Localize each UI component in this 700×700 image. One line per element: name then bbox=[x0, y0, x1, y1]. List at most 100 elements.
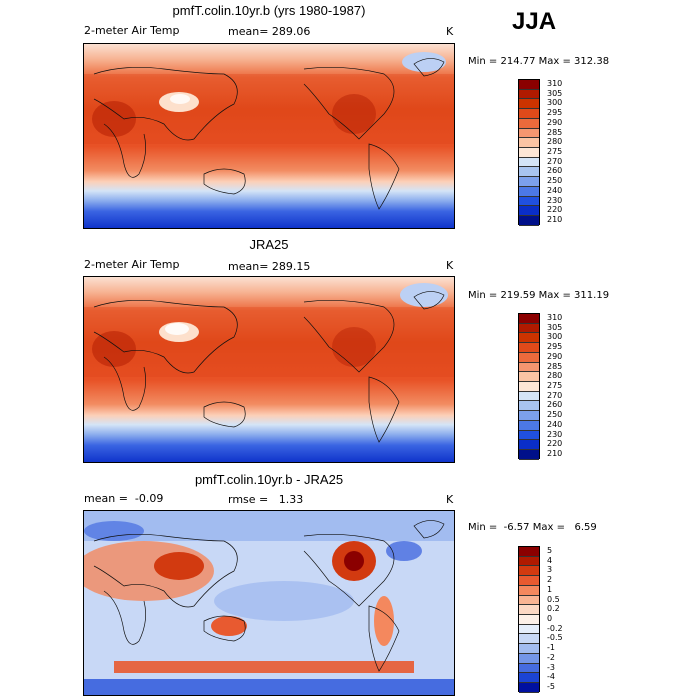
colorbar-swatch bbox=[519, 148, 539, 158]
panel2-variable-label: 2-meter Air Temp bbox=[84, 258, 180, 271]
colorbar-tick-label: 230 bbox=[547, 429, 563, 439]
colorbar-tick-label: 220 bbox=[547, 205, 563, 215]
colorbar-swatch bbox=[519, 89, 539, 100]
colorbar-swatch bbox=[519, 323, 539, 334]
colorbar-swatch bbox=[519, 673, 539, 684]
colorbar-swatch bbox=[519, 80, 539, 90]
panel2-map bbox=[83, 276, 455, 463]
colorbar-swatch bbox=[519, 118, 539, 129]
panel2-minmax: Min = 219.59 Max = 311.19 bbox=[468, 290, 610, 301]
colorbar-tick-label: 300 bbox=[547, 332, 563, 342]
colorbar-tick-label: 295 bbox=[547, 108, 563, 118]
colorbar-swatch bbox=[519, 644, 539, 654]
colorbar-tick-label: 0 bbox=[547, 614, 553, 623]
colorbar-swatch bbox=[519, 372, 539, 383]
colorbar-tick-label: -4 bbox=[547, 672, 555, 682]
colorbar-tick-label: 290 bbox=[547, 117, 563, 127]
panel3-mean-label: mean = -0.09 bbox=[84, 492, 164, 505]
colorbar-swatch bbox=[519, 683, 539, 693]
colorbar-tick-label: 0.2 bbox=[547, 604, 560, 614]
colorbar-tick-label: -1 bbox=[547, 643, 555, 653]
colorbar-swatch bbox=[519, 566, 539, 577]
colorbar-tick-label: 210 bbox=[547, 215, 563, 225]
colorbar-tick-label: 4 bbox=[547, 555, 553, 565]
panel2-unit: K bbox=[446, 259, 454, 272]
panel1-map-svg bbox=[84, 44, 454, 228]
colorbar-swatch bbox=[519, 547, 539, 557]
colorbar-swatch bbox=[519, 362, 539, 373]
colorbar-tick-label: 280 bbox=[547, 137, 563, 147]
panel3-minmax: Min = -6.57 Max = 6.59 bbox=[468, 522, 597, 533]
colorbar-tick-label: -3 bbox=[547, 662, 555, 672]
colorbar-swatch bbox=[519, 177, 539, 187]
colorbar-tick-label: 300 bbox=[547, 98, 563, 108]
colorbar-tick-label: 2 bbox=[547, 575, 553, 585]
colorbar-swatch bbox=[519, 109, 539, 119]
colorbar-swatch bbox=[519, 624, 539, 635]
colorbar-swatch bbox=[519, 167, 539, 178]
colorbar-swatch bbox=[519, 138, 539, 149]
panel2-map-svg bbox=[84, 277, 454, 462]
colorbar-swatch bbox=[519, 615, 539, 625]
colorbar-tick-label: 285 bbox=[547, 361, 563, 371]
colorbar-tick-label: -0.5 bbox=[547, 633, 563, 643]
colorbar-tick-label: -0.2 bbox=[547, 623, 563, 633]
colorbar-tick-label: 220 bbox=[547, 439, 563, 449]
colorbar-swatch bbox=[519, 128, 539, 139]
colorbar-tick-label: 230 bbox=[547, 195, 563, 205]
colorbar-swatch bbox=[519, 382, 539, 392]
panel1-minmax: Min = 214.77 Max = 312.38 bbox=[468, 56, 610, 67]
colorbar-swatch bbox=[519, 401, 539, 412]
colorbar-tick-label: 305 bbox=[547, 88, 563, 98]
colorbar-tick-label: 305 bbox=[547, 322, 563, 332]
colorbar-tick-label: 280 bbox=[547, 371, 563, 381]
colorbar-tick-label: 0.5 bbox=[547, 594, 560, 604]
colorbar-swatch bbox=[519, 99, 539, 110]
colorbar-tick-label: 210 bbox=[547, 449, 563, 459]
colorbar-swatch bbox=[519, 576, 539, 586]
colorbar-swatch bbox=[519, 420, 539, 431]
colorbar-swatch bbox=[519, 352, 539, 363]
panel3-map bbox=[83, 510, 455, 696]
colorbar-tick-label: 270 bbox=[547, 156, 563, 166]
panel3-title: pmfT.colin.10yr.b - JRA25 bbox=[194, 472, 344, 487]
colorbar-tick-label: 240 bbox=[547, 419, 563, 429]
colorbar-swatch bbox=[519, 556, 539, 567]
colorbar-swatch bbox=[519, 634, 539, 645]
colorbar-tick-label: 275 bbox=[547, 147, 563, 156]
colorbar-tick-label: -2 bbox=[547, 652, 555, 662]
colorbar-swatch bbox=[519, 653, 539, 664]
panel2-mean-label: mean= 289.15 bbox=[228, 260, 311, 273]
colorbar-swatch bbox=[519, 333, 539, 344]
colorbar-tick-label: 310 bbox=[547, 78, 563, 88]
colorbar-swatch bbox=[519, 157, 539, 168]
colorbar-tick-label: 250 bbox=[547, 176, 563, 186]
colorbar-tick-label: 295 bbox=[547, 342, 563, 352]
colorbar-tick-label: 250 bbox=[547, 410, 563, 420]
panel1-colorbar bbox=[518, 79, 540, 226]
colorbar-swatch bbox=[519, 450, 539, 460]
colorbar-tick-label: 275 bbox=[547, 381, 563, 390]
panel2-title: JRA25 bbox=[249, 237, 289, 252]
colorbar-tick-label: 240 bbox=[547, 185, 563, 195]
panel3-unit: K bbox=[446, 493, 454, 506]
panel1-variable-label: 2-meter Air Temp bbox=[84, 24, 180, 37]
colorbar-swatch bbox=[519, 440, 539, 451]
colorbar-tick-label: 5 bbox=[547, 545, 553, 555]
panel3-rmse-label: rmse = 1.33 bbox=[228, 493, 304, 506]
colorbar-tick-label: 3 bbox=[547, 565, 553, 575]
colorbar-swatch bbox=[519, 206, 539, 217]
colorbar-swatch bbox=[519, 585, 539, 596]
season-label: JJA bbox=[512, 8, 557, 35]
panel1-title: pmfT.colin.10yr.b (yrs 1980-1987) bbox=[172, 3, 366, 18]
colorbar-swatch bbox=[519, 663, 539, 674]
colorbar-tick-label: 260 bbox=[547, 400, 563, 410]
colorbar-swatch bbox=[519, 196, 539, 207]
panel3-colorbar bbox=[518, 546, 540, 693]
colorbar-swatch bbox=[519, 314, 539, 324]
colorbar-tick-label: 310 bbox=[547, 312, 563, 322]
colorbar-swatch bbox=[519, 343, 539, 353]
colorbar-tick-label: 270 bbox=[547, 390, 563, 400]
panel3-map-svg bbox=[84, 511, 454, 695]
colorbar-swatch bbox=[519, 391, 539, 402]
